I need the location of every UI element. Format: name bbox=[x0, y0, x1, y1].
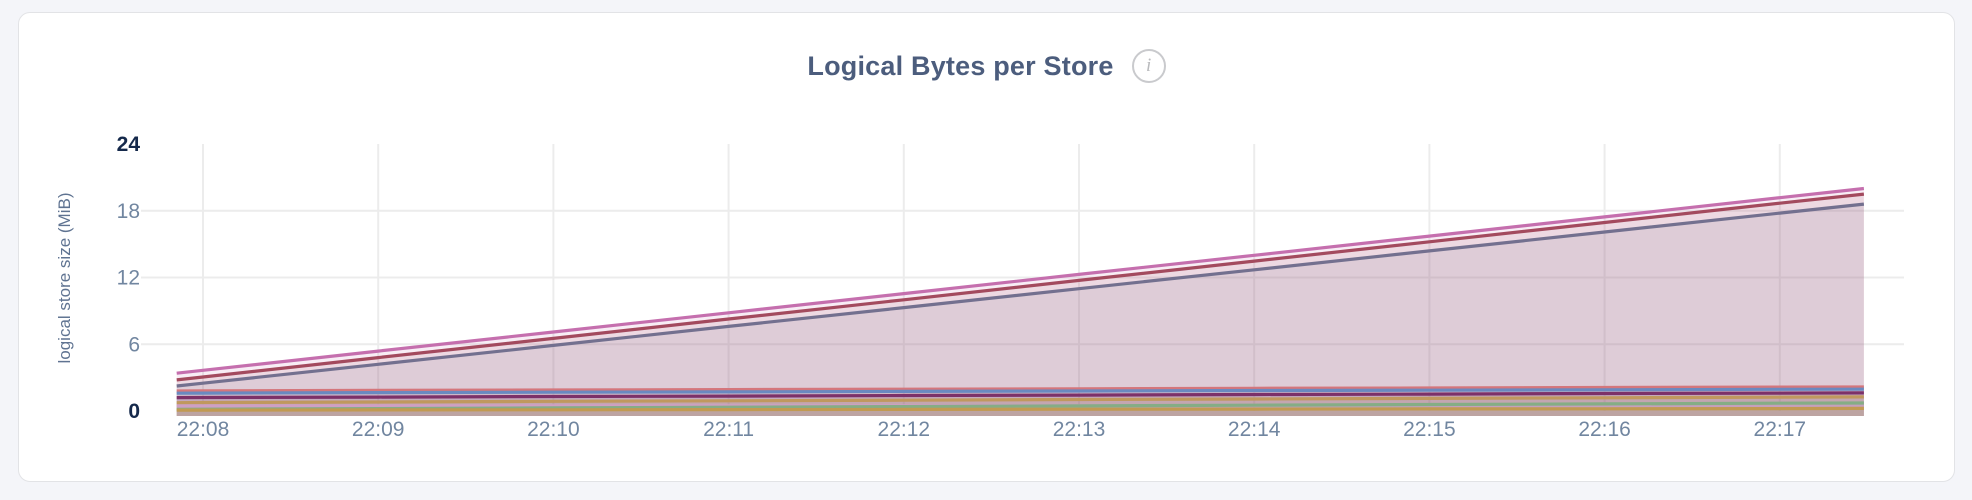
series-line-store-flat-magenta bbox=[176, 391, 1864, 400]
x-tick-label: 22:08 bbox=[177, 418, 230, 441]
info-circle-icon[interactable]: i bbox=[1131, 49, 1166, 83]
series-line-store-flat-blue bbox=[176, 387, 1864, 395]
series-line-store-flat-salmon bbox=[176, 385, 1864, 393]
series-area-store-rising-slate bbox=[176, 204, 1864, 416]
series-area-store-rising-pink bbox=[176, 188, 1864, 416]
x-tick-label: 22:17 bbox=[1754, 418, 1807, 441]
series-line-store-rising-pink bbox=[176, 186, 1865, 375]
y-tick-label: 6 bbox=[128, 333, 140, 356]
chart-canvas: 22:08 22:09 22:10 22:11 22:12 22:13 22:14 22:15… bbox=[117, 133, 1904, 441]
series-line-store-rising-crimson bbox=[176, 192, 1865, 382]
x-tick-label: 22:09 bbox=[352, 418, 405, 441]
x-tick-label: 22:10 bbox=[527, 418, 580, 441]
series-line-store-flat-gold bbox=[176, 406, 1864, 412]
y-tick-label: 18 bbox=[117, 200, 140, 223]
chart-region: logical store size (MiB) 22:08 22:09 22:10… bbox=[19, 113, 1956, 473]
x-tick-label: 22:12 bbox=[878, 418, 931, 441]
x-tick-label: 22:15 bbox=[1403, 418, 1456, 441]
x-tick-label: 22:16 bbox=[1578, 418, 1631, 441]
series-line-store-flat-tan bbox=[176, 395, 1864, 405]
y-axis-title: logical store size (MiB) bbox=[55, 192, 74, 364]
chart-plot-area[interactable] bbox=[177, 144, 1904, 411]
chart-header: Logical Bytes per Store i bbox=[19, 49, 1954, 83]
y-tick-label: 12 bbox=[117, 267, 140, 290]
chart-title: Logical Bytes per Store bbox=[807, 50, 1114, 81]
y-tick-label: 0 bbox=[128, 400, 140, 423]
series-line-store-rising-slate bbox=[176, 202, 1865, 388]
chart-card: Logical Bytes per Store i logical store … bbox=[18, 12, 1955, 482]
x-tick-label: 22:13 bbox=[1053, 418, 1106, 441]
y-tick-label: 24 bbox=[117, 133, 141, 156]
x-tick-label: 22:14 bbox=[1228, 418, 1281, 441]
x-tick-label: 22:11 bbox=[703, 418, 754, 441]
